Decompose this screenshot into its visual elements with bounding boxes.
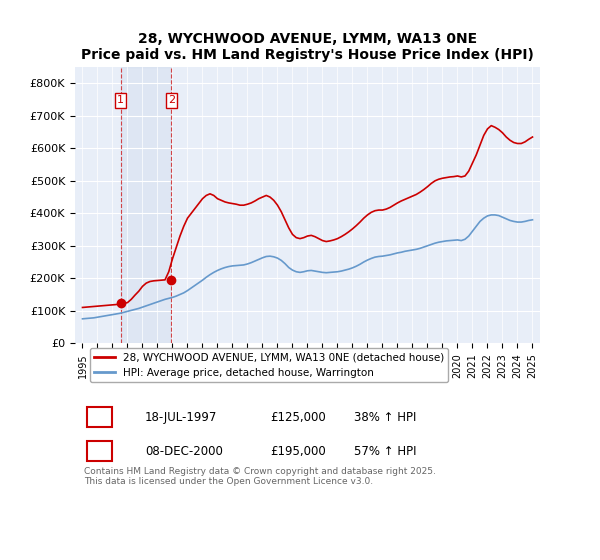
FancyBboxPatch shape <box>86 441 112 461</box>
Text: 1: 1 <box>117 95 124 105</box>
Text: 2: 2 <box>168 95 175 105</box>
Legend: 28, WYCHWOOD AVENUE, LYMM, WA13 0NE (detached house), HPI: Average price, detach: 28, WYCHWOOD AVENUE, LYMM, WA13 0NE (det… <box>89 348 448 382</box>
Text: 2: 2 <box>95 445 103 458</box>
Text: Contains HM Land Registry data © Crown copyright and database right 2025.
This d: Contains HM Land Registry data © Crown c… <box>84 466 436 486</box>
Text: 18-JUL-1997: 18-JUL-1997 <box>145 411 217 424</box>
Text: 1: 1 <box>95 411 103 424</box>
Text: 57% ↑ HPI: 57% ↑ HPI <box>354 445 416 458</box>
Text: £195,000: £195,000 <box>270 445 326 458</box>
FancyBboxPatch shape <box>86 407 112 427</box>
Title: 28, WYCHWOOD AVENUE, LYMM, WA13 0NE
Price paid vs. HM Land Registry's House Pric: 28, WYCHWOOD AVENUE, LYMM, WA13 0NE Pric… <box>81 32 534 62</box>
Text: 38% ↑ HPI: 38% ↑ HPI <box>354 411 416 424</box>
Bar <box>121 67 172 343</box>
Text: £125,000: £125,000 <box>270 411 326 424</box>
Text: 08-DEC-2000: 08-DEC-2000 <box>145 445 223 458</box>
